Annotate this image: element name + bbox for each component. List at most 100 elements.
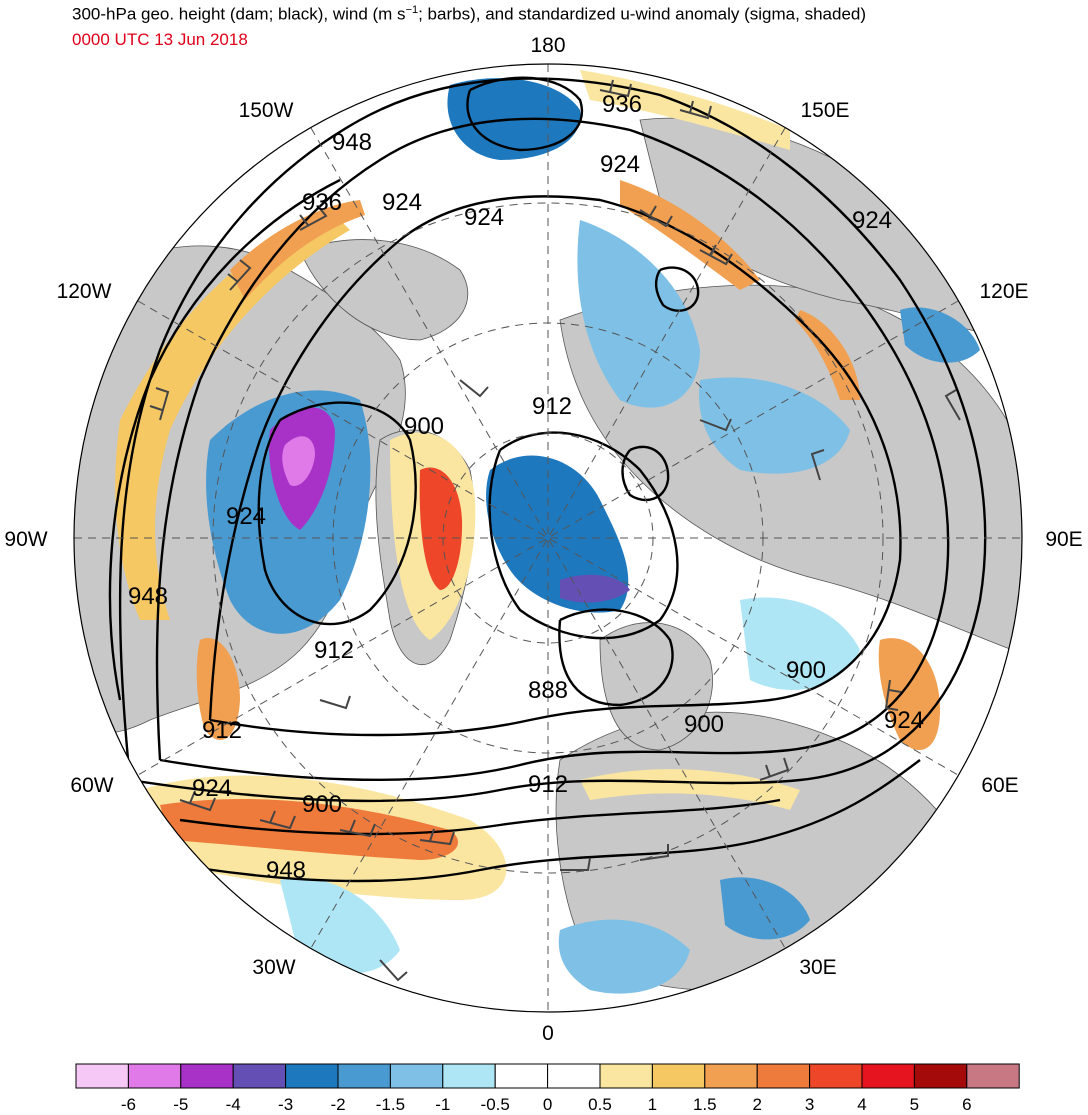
contour-label: 948	[332, 129, 372, 156]
lon-label-30e: 30E	[799, 956, 836, 979]
lon-label-90e: 90E	[1045, 528, 1082, 551]
wind-barb	[149, 387, 170, 421]
colorbar-swatch	[809, 1063, 863, 1089]
wind-barb	[884, 679, 902, 711]
wind-barb	[759, 757, 790, 781]
wind-barb	[227, 259, 252, 291]
wind-barb	[944, 389, 961, 421]
contour-outer	[118, 77, 987, 803]
contour-label: 936	[302, 189, 342, 216]
colorbar	[75, 1063, 1020, 1089]
contour-label: 924	[884, 707, 924, 734]
colorbar-label: 4	[857, 1095, 867, 1114]
contour-label: 912	[202, 717, 242, 744]
contour-label: 912	[528, 771, 568, 798]
land-scandinavia	[599, 622, 713, 751]
contour-label: 900	[404, 413, 444, 440]
colorbar-label: -0.5	[480, 1095, 510, 1114]
lon-label-150e: 150E	[800, 99, 849, 122]
colorbar-swatch	[913, 1063, 968, 1089]
contour-atlantic-jet	[149, 759, 921, 883]
negative-anomaly-near-east	[720, 877, 810, 940]
colorbar-label: 3	[804, 1095, 815, 1114]
colorbar-swatch	[651, 1063, 706, 1089]
colorbar-swatch	[756, 1063, 811, 1089]
colorbar-swatch	[599, 1063, 653, 1089]
lon-label-120w: 120W	[57, 280, 112, 303]
positive-anomaly-hudson	[196, 638, 240, 740]
contour-label: 924	[226, 503, 266, 530]
lon-label-60w: 60W	[70, 774, 113, 797]
colorbar-label: 2	[752, 1095, 762, 1114]
negative-anomaly-europe	[558, 919, 690, 994]
longitude-labels: 180 150E 120E 90E 60E 30E 0 30W 60W 90W …	[4, 34, 1082, 1045]
negative-anomaly-canada-peak	[282, 436, 315, 486]
negative-anomaly-siberia-north	[699, 377, 850, 474]
height-labels: 948 936 924 924 936 924 924 900 912 924 …	[128, 91, 924, 884]
contour-label: 924	[192, 775, 232, 802]
lon-label-0: 0	[542, 1022, 554, 1045]
contour-label: 900	[684, 711, 724, 738]
colorbar-label: -4	[225, 1095, 241, 1114]
wind-barb	[259, 810, 296, 830]
negative-anomaly-arctic-core	[560, 574, 630, 603]
colorbar-swatch	[442, 1063, 496, 1089]
colorbar-label: 0	[542, 1095, 553, 1114]
contour-label: 888	[528, 677, 568, 704]
wind-barb	[599, 79, 632, 98]
colorbar-swatch	[389, 1063, 444, 1089]
positive-anomaly-europe-jet	[580, 769, 800, 810]
contour-atlantic-jet-2	[179, 798, 781, 836]
colorbar-swatch	[337, 1063, 391, 1089]
wind-barb	[419, 828, 455, 846]
contour-label: 924	[464, 204, 504, 231]
colorbar-swatch	[285, 1063, 339, 1089]
colorbar-swatch	[180, 1063, 234, 1089]
contour-label: 948	[266, 857, 306, 884]
negative-anomaly-arctic	[486, 455, 629, 613]
wind-barb	[828, 919, 843, 951]
wind-barb	[299, 205, 328, 231]
colorbar-label: 1	[647, 1095, 658, 1114]
positive-anomaly-greenland-core	[419, 467, 463, 590]
colorbar-label: 5	[909, 1095, 920, 1114]
contour-label: 924	[852, 207, 892, 234]
negative-anomaly-far-east	[900, 307, 980, 363]
positive-anomaly-na-core	[230, 200, 365, 300]
colorbar-swatch	[966, 1063, 1020, 1089]
height-contours	[108, 76, 987, 883]
wind-barb	[339, 819, 376, 838]
contour-label: 900	[786, 657, 826, 684]
colorbar-label: -5	[173, 1095, 189, 1114]
contour-low-canada	[257, 401, 417, 626]
wind-barb	[560, 857, 591, 871]
contour-bering-low	[466, 76, 583, 152]
colorbar-label: 0.5	[588, 1095, 612, 1114]
map-boundary	[73, 63, 1023, 1013]
lon-label-120e: 120E	[979, 280, 1028, 303]
colorbar-swatch	[547, 1063, 601, 1089]
colorbar-label: 6	[962, 1095, 972, 1114]
lon-label-150w: 150W	[239, 99, 294, 122]
wind-barb	[699, 418, 732, 432]
contour-east-siberia-small	[655, 266, 700, 312]
wind-barb	[639, 205, 673, 228]
wind-barb	[639, 844, 669, 861]
lon-label-60e: 60E	[981, 774, 1018, 797]
contour-label: 948	[128, 583, 168, 610]
lon-label-180: 180	[530, 34, 565, 57]
colorbar-swatch	[704, 1063, 758, 1089]
wind-barb	[459, 379, 489, 398]
colorbar-label: -1.5	[375, 1095, 406, 1114]
contour-na-west	[108, 178, 341, 701]
wind-barb	[379, 959, 408, 982]
colorbar-label: -6	[120, 1095, 136, 1114]
colorbar-label: 1.5	[692, 1095, 717, 1114]
graticule	[74, 64, 1022, 1012]
contour-siberia-small	[621, 445, 670, 502]
colorbar-swatch	[861, 1063, 915, 1089]
lon-label-90w: 90W	[4, 528, 47, 551]
colorbar-swatch	[232, 1063, 287, 1089]
